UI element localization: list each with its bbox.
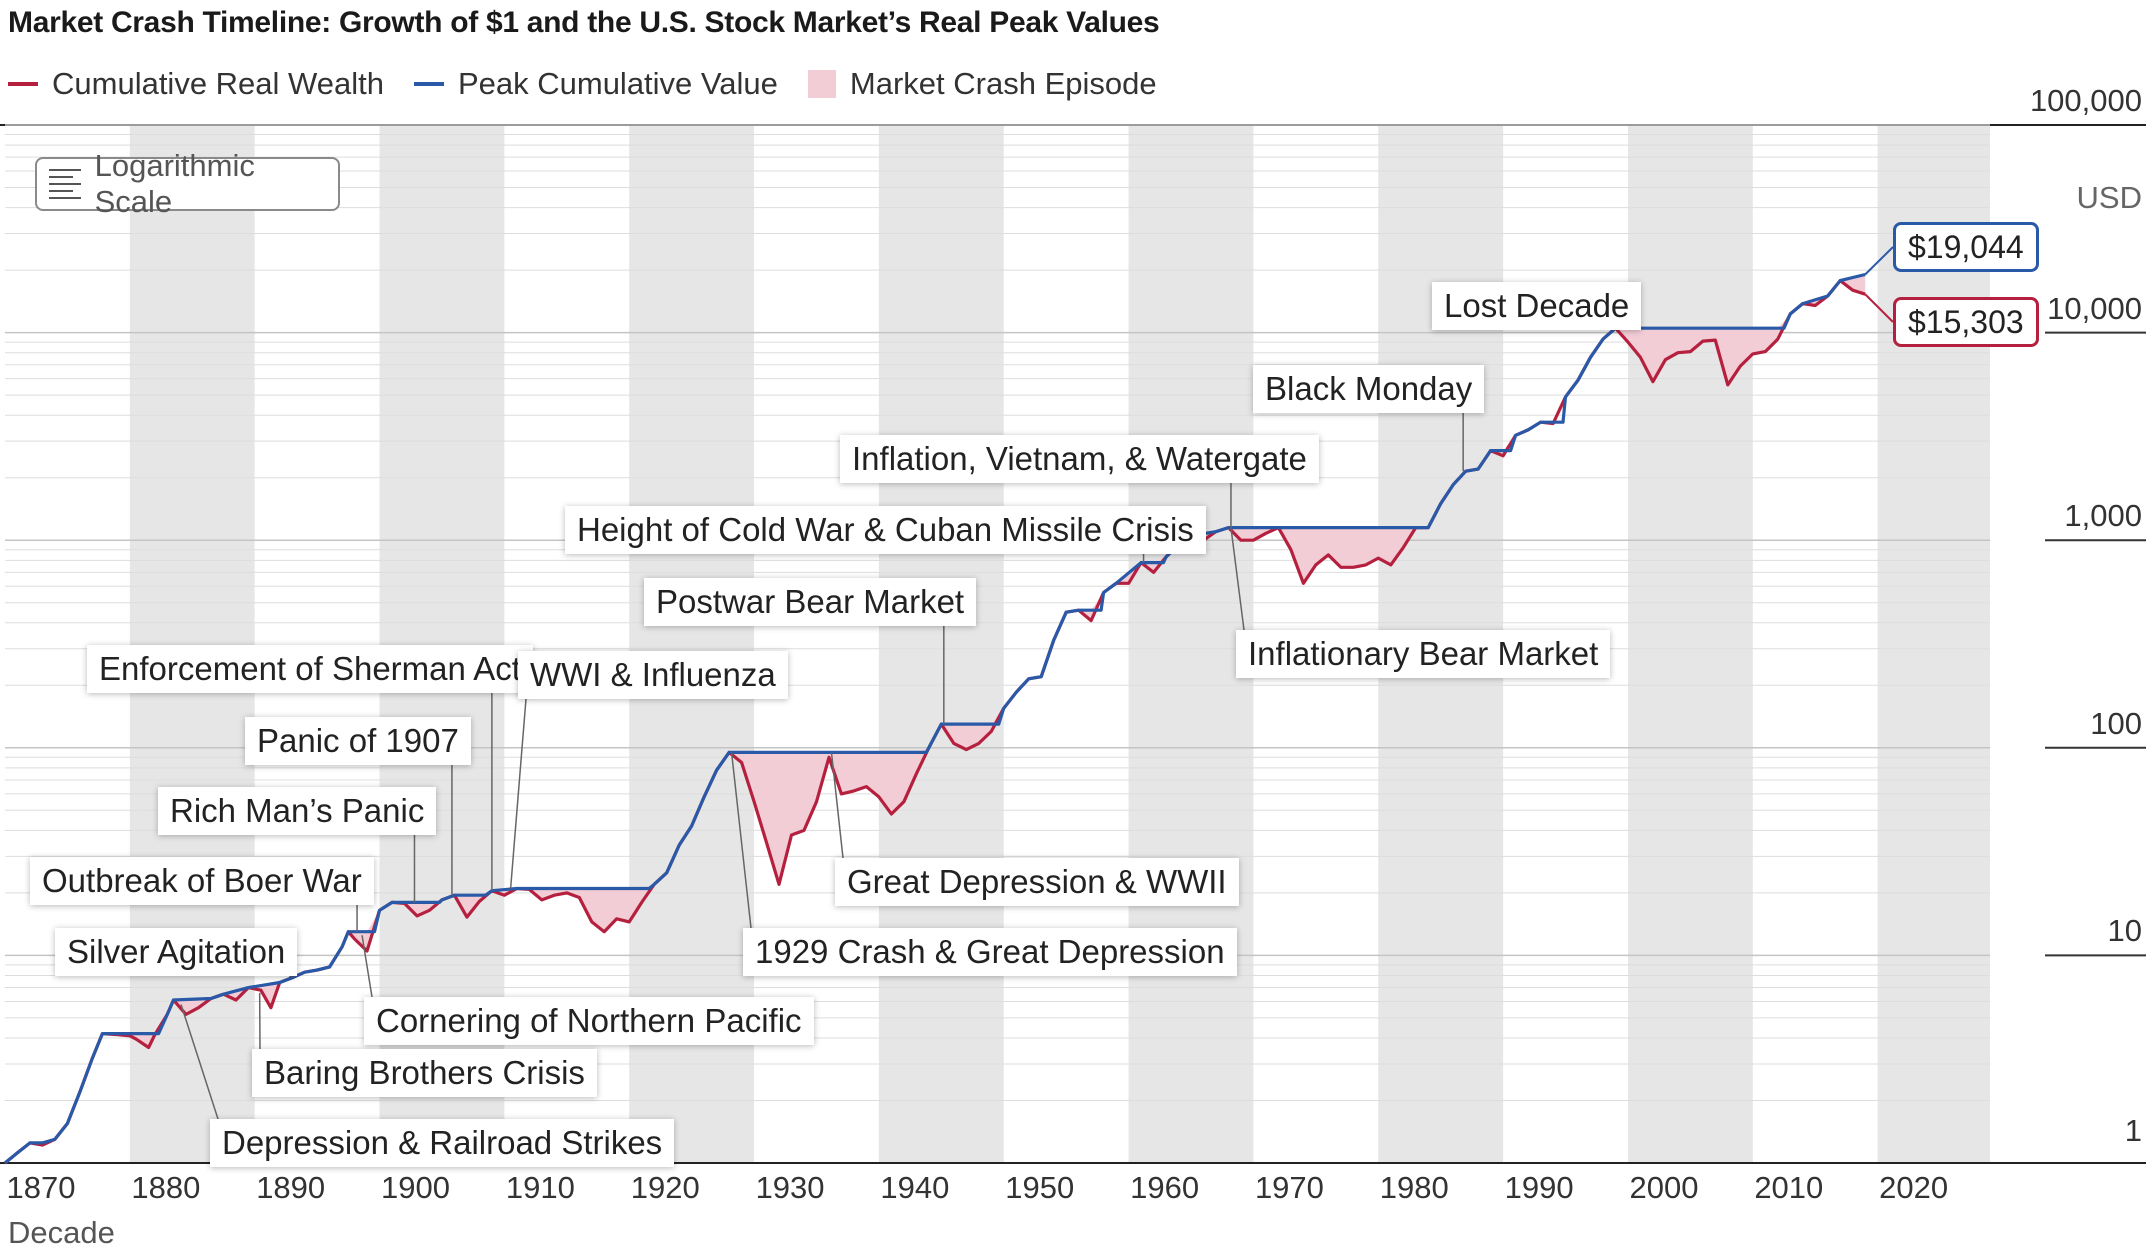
- annotation-leader: [509, 698, 527, 889]
- y-tick-label: 100: [2090, 705, 2142, 741]
- annotation-label: Inflationary Bear Market: [1236, 630, 1611, 678]
- legend-swatch-line-red: [8, 82, 38, 86]
- legend-label: Market Crash Episode: [849, 66, 1157, 101]
- decade-band: [1128, 125, 1254, 1163]
- annotation-label: Enforcement of Sherman Act: [87, 645, 533, 693]
- annotation-label: Inflation, Vietnam, & Watergate: [840, 435, 1319, 483]
- x-tick-label: 1920: [630, 1170, 700, 1205]
- annotation-label: Panic of 1907: [245, 717, 471, 765]
- legend-label: Peak Cumulative Value: [457, 66, 778, 101]
- scale-button-label: Logarithmic Scale: [94, 148, 255, 219]
- decade-band: [379, 125, 505, 1163]
- annotation-label: Rich Man’s Panic: [158, 787, 437, 835]
- x-tick-label: 1950: [1005, 1170, 1075, 1205]
- legend-label: Cumulative Real Wealth: [52, 66, 384, 101]
- annotation-label: Cornering of Northern Pacific: [364, 997, 814, 1045]
- x-tick-label: 1870: [6, 1170, 76, 1205]
- x-tick-label: 1910: [505, 1170, 575, 1205]
- annotation-leader: [730, 752, 752, 929]
- x-tick-label: 1980: [1379, 1170, 1449, 1205]
- annotation-leader: [361, 935, 373, 998]
- list-icon: [49, 169, 81, 199]
- annotation-leader: [1230, 527, 1245, 631]
- y-axis-unit: USD: [2076, 180, 2142, 215]
- annotation-leader: [830, 752, 844, 859]
- x-tick-label: 1900: [381, 1170, 450, 1205]
- y-tick-label: 1,000: [2064, 498, 2142, 534]
- x-axis-title: Decade: [8, 1215, 115, 1250]
- chart-title: Market Crash Timeline: Growth of $1 and …: [8, 6, 1160, 39]
- annotation-label: Silver Agitation: [55, 928, 298, 976]
- decade-band: [1877, 125, 1990, 1163]
- logarithmic-scale-button[interactable]: Logarithmic Scale: [35, 148, 340, 219]
- x-tick-label: 1880: [131, 1170, 201, 1205]
- x-tick-label: 2020: [1879, 1170, 1949, 1205]
- legend-item-market-crash-episode: Market Crash Episode: [807, 66, 1157, 102]
- end-value-label: $15,303: [1893, 297, 2039, 347]
- peak-cumulative-value-line: [3, 272, 1866, 1165]
- legend-item-peak-cumulative-value: Peak Cumulative Value: [413, 66, 778, 102]
- legend-swatch-box-pink: [807, 70, 836, 98]
- y-tick-label: 10,000: [2047, 290, 2142, 326]
- y-tick-label: 1: [2124, 1113, 2142, 1148]
- gridlines: [0, 124, 2146, 1164]
- legend-swatch-line-blue: [413, 82, 444, 86]
- x-tick-label: 1930: [755, 1170, 825, 1205]
- annotation-label: Depression & Railroad Strikes: [210, 1119, 675, 1167]
- decade-band: [1627, 125, 1753, 1163]
- annotation-label: Postwar Bear Market: [644, 578, 977, 626]
- x-tick-label: 1990: [1504, 1170, 1574, 1205]
- y-tick-label: 100,000: [2029, 83, 2142, 118]
- annotation-label: Black Monday: [1253, 365, 1485, 413]
- annotation-label: Outbreak of Boer War: [30, 857, 374, 905]
- end-label-leader: [1864, 246, 1894, 276]
- y-tick-label: 10: [2107, 913, 2142, 949]
- end-label-leader: [1864, 293, 1894, 323]
- x-tick-label: 2010: [1754, 1170, 1824, 1205]
- x-tick-label: 1940: [880, 1170, 950, 1205]
- annotation-label: 1929 Crash & Great Depression: [743, 928, 1237, 976]
- legend: Cumulative Real Wealth Peak Cumulative V…: [8, 64, 1187, 104]
- annotation-label: WWI & Influenza: [518, 651, 788, 699]
- annotation-label: Baring Brothers Crisis: [252, 1049, 597, 1097]
- x-tick-label: 1970: [1254, 1170, 1324, 1205]
- annotation-label: Height of Cold War & Cuban Missile Crisi…: [565, 506, 1206, 554]
- annotation-leader: [180, 1004, 219, 1120]
- annotation-label: Lost Decade: [1432, 282, 1642, 330]
- x-tick-label: 1960: [1130, 1170, 1200, 1205]
- annotation-leaders: [180, 246, 1894, 1120]
- x-tick-label: 2000: [1629, 1170, 1699, 1205]
- x-tick-label: 1890: [256, 1170, 326, 1205]
- decade-band: [878, 125, 1004, 1163]
- legend-item-cumulative-real-wealth: Cumulative Real Wealth: [8, 66, 384, 102]
- end-value-label: $19,044: [1893, 222, 2039, 272]
- decade-band: [629, 125, 755, 1163]
- annotation-label: Great Depression & WWII: [835, 858, 1239, 906]
